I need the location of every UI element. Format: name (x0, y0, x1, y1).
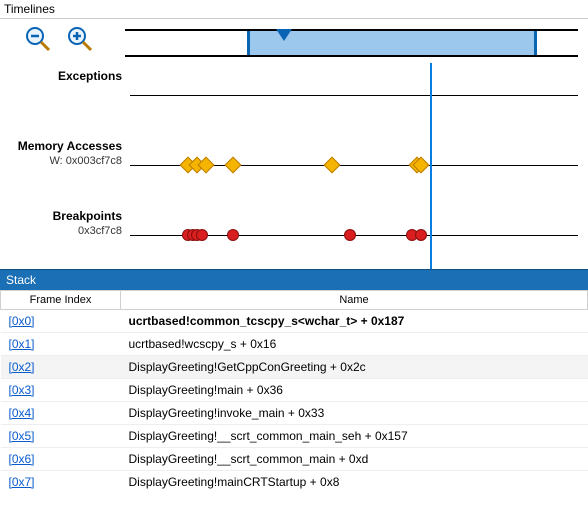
frame-name: DisplayGreeting!main + 0x36 (121, 379, 588, 402)
table-row[interactable]: [0x7] DisplayGreeting!mainCRTStartup + 0x… (1, 471, 588, 494)
frame-index-link[interactable]: [0x2] (9, 360, 35, 374)
table-row[interactable]: [0x3] DisplayGreeting!main + 0x36 (1, 379, 588, 402)
track: Memory Accesses W: 0x003cf7c8 (0, 129, 588, 199)
table-row[interactable]: [0x4] DisplayGreeting!invoke_main + 0x33 (1, 402, 588, 425)
playhead[interactable] (430, 63, 432, 269)
col-name[interactable]: Name (121, 291, 588, 310)
track-line[interactable] (130, 95, 578, 96)
zoom-in-icon[interactable] (66, 25, 94, 56)
stack-title: Stack (0, 269, 588, 290)
table-row[interactable]: [0x5] DisplayGreeting!__scrt_common_main_… (1, 425, 588, 448)
frame-index-link[interactable]: [0x6] (9, 452, 35, 466)
zoom-out-icon[interactable] (24, 25, 52, 56)
table-row[interactable]: [0x2] DisplayGreeting!GetCppConGreeting +… (1, 356, 588, 379)
table-row[interactable]: [0x0] ucrtbased!common_tcscpy_s<wchar_t> … (1, 310, 588, 333)
frame-index-link[interactable]: [0x5] (9, 429, 35, 443)
stack-table: Frame Index Name [0x0] ucrtbased!common_t… (0, 290, 588, 493)
table-row[interactable]: [0x6] DisplayGreeting!__scrt_common_main … (1, 448, 588, 471)
track: Exceptions (0, 59, 588, 129)
frame-name: DisplayGreeting!__scrt_common_main_seh +… (121, 425, 588, 448)
track-title: Exceptions (0, 69, 122, 83)
frame-name: DisplayGreeting!__scrt_common_main + 0xd (121, 448, 588, 471)
memory-event-icon[interactable] (225, 157, 242, 174)
timelines-title: Timelines (0, 0, 588, 19)
frame-index-link[interactable]: [0x3] (9, 383, 35, 397)
track-title: Breakpoints (0, 209, 122, 223)
zoom-row (0, 19, 588, 59)
col-frame-index[interactable]: Frame Index (1, 291, 121, 310)
frame-index-link[interactable]: [0x4] (9, 406, 35, 420)
frame-index-link[interactable]: [0x0] (9, 314, 35, 328)
track-title: Memory Accesses (0, 139, 122, 153)
frame-index-link[interactable]: [0x1] (9, 337, 35, 351)
memory-event-icon[interactable] (323, 157, 340, 174)
breakpoint-event-icon[interactable] (227, 229, 239, 241)
frame-name: DisplayGreeting!invoke_main + 0x33 (121, 402, 588, 425)
frame-name: ucrtbased!common_tcscpy_s<wchar_t> + 0x1… (121, 310, 588, 333)
timelines-body: Exceptions Memory Accesses W: 0x003cf7c8 Br… (0, 19, 588, 269)
frame-name: DisplayGreeting!GetCppConGreeting + 0x2c (121, 356, 588, 379)
track-subtitle: 0x3cf7c8 (0, 225, 122, 237)
overview-marker-icon[interactable] (276, 29, 292, 41)
breakpoint-event-icon[interactable] (415, 229, 427, 241)
frame-name: ucrtbased!wcscpy_s + 0x16 (121, 333, 588, 356)
breakpoint-event-icon[interactable] (344, 229, 356, 241)
track: Breakpoints 0x3cf7c8 (0, 199, 588, 269)
track-subtitle: W: 0x003cf7c8 (0, 155, 122, 167)
frame-index-link[interactable]: [0x7] (9, 475, 35, 489)
table-row[interactable]: [0x1] ucrtbased!wcscpy_s + 0x16 (1, 333, 588, 356)
frame-name: DisplayGreeting!mainCRTStartup + 0x8 (121, 471, 588, 494)
timeline-overview[interactable] (125, 29, 578, 57)
breakpoint-event-icon[interactable] (196, 229, 208, 241)
